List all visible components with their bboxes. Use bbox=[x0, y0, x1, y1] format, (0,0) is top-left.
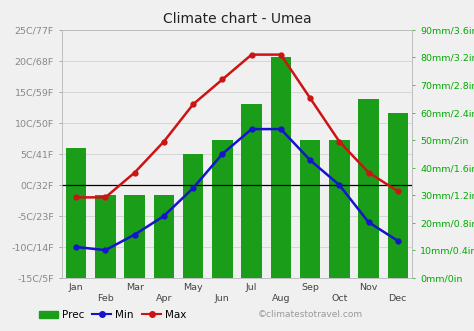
Text: Feb: Feb bbox=[97, 294, 114, 303]
Text: Sep: Sep bbox=[301, 283, 319, 292]
Legend: Prec, Min, Max: Prec, Min, Max bbox=[39, 310, 186, 320]
Text: Jul: Jul bbox=[246, 283, 257, 292]
Title: Climate chart - Umea: Climate chart - Umea bbox=[163, 12, 311, 26]
Text: May: May bbox=[183, 283, 203, 292]
Bar bbox=[183, 154, 203, 278]
Text: Dec: Dec bbox=[389, 294, 407, 303]
Text: Apr: Apr bbox=[155, 294, 172, 303]
Text: Oct: Oct bbox=[331, 294, 347, 303]
Bar bbox=[300, 140, 320, 278]
Bar bbox=[388, 113, 408, 278]
Text: Jan: Jan bbox=[69, 283, 83, 292]
Bar bbox=[212, 140, 233, 278]
Bar bbox=[66, 148, 86, 278]
Text: ©climatestotravel.com: ©climatestotravel.com bbox=[258, 310, 363, 319]
Bar bbox=[154, 195, 174, 278]
Text: Mar: Mar bbox=[126, 283, 144, 292]
Bar bbox=[271, 57, 291, 278]
Bar bbox=[125, 195, 145, 278]
Text: Nov: Nov bbox=[359, 283, 378, 292]
Bar bbox=[329, 140, 349, 278]
Text: Aug: Aug bbox=[272, 294, 290, 303]
Bar bbox=[358, 99, 379, 278]
Bar bbox=[241, 104, 262, 278]
Text: Jun: Jun bbox=[215, 294, 230, 303]
Bar bbox=[95, 195, 116, 278]
